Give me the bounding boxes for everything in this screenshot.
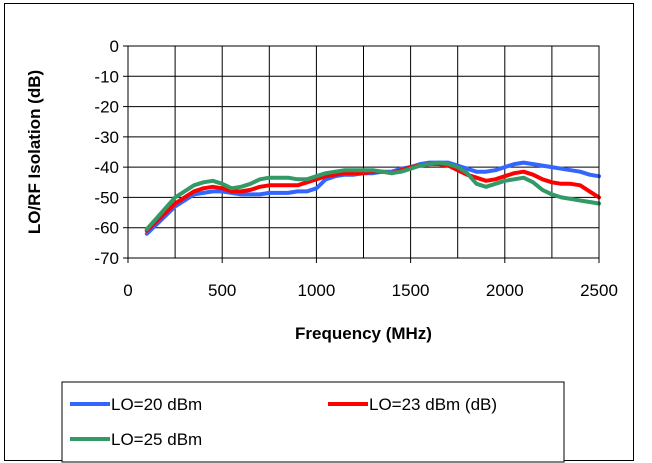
x-tick-label: 2000 bbox=[486, 281, 524, 300]
grid bbox=[128, 46, 599, 258]
y-tick-label: -60 bbox=[94, 219, 119, 238]
legend-items: LO=20 dBm LO=23 dBm (dB) LO=25 dBm bbox=[70, 395, 497, 449]
y-tick-label: -30 bbox=[94, 128, 119, 147]
series-line bbox=[144, 160, 601, 232]
x-tick-label: 1000 bbox=[297, 281, 335, 300]
series-layer bbox=[144, 160, 601, 236]
legend bbox=[61, 381, 565, 463]
x-tick-label: 500 bbox=[208, 281, 236, 300]
x-axis-title: Frequency (MHz) bbox=[295, 324, 432, 343]
legend-label: LO=25 dBm bbox=[111, 430, 202, 449]
y-tick-label: -10 bbox=[94, 67, 119, 86]
x-tick-label: 2500 bbox=[580, 281, 618, 300]
x-tick-label: 0 bbox=[123, 281, 132, 300]
y-axis-title: LO/RF Isolation (dB) bbox=[25, 70, 44, 234]
y-tick-label: -40 bbox=[94, 158, 119, 177]
y-tick-label: -50 bbox=[94, 188, 119, 207]
legend-label: LO=23 dBm (dB) bbox=[369, 395, 497, 414]
x-tick-label: 1500 bbox=[392, 281, 430, 300]
y-tick-label: -70 bbox=[94, 249, 119, 268]
y-tick-label: 0 bbox=[110, 37, 119, 56]
y-tick-label: -20 bbox=[94, 98, 119, 117]
plot-border bbox=[127, 45, 600, 259]
tick-labels: 0-10-20-30-40-50-60-700 500 1000 1500 2000 25… bbox=[94, 37, 617, 300]
legend-label: LO=20 dBm bbox=[111, 395, 202, 414]
